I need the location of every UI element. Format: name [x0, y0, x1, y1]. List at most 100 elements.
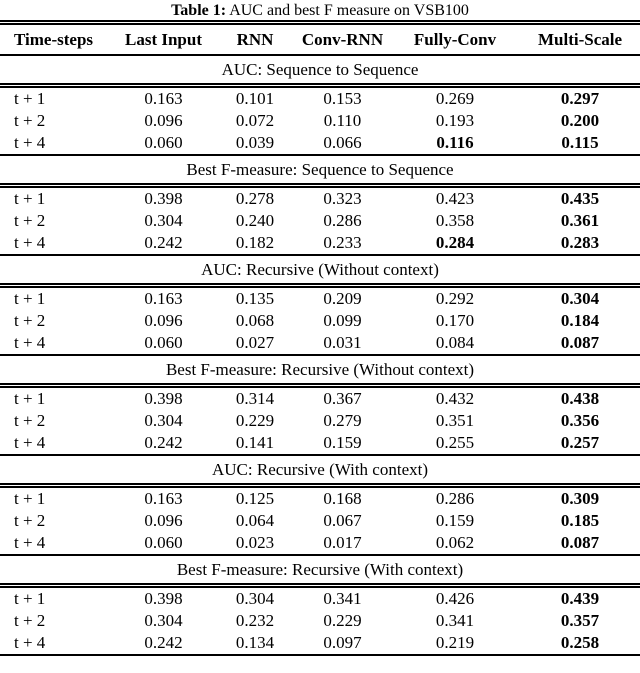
table-section: AUC: Sequence to Sequence t + 1 0.163 0.1…: [0, 56, 640, 156]
value-cell: 0.356: [560, 411, 600, 430]
section-title: AUC: Recursive (Without context): [201, 259, 439, 279]
value-cell: 0.153: [323, 89, 362, 108]
value-cell: 0.278: [235, 189, 275, 208]
table-section: Best F-measure: Sequence to Sequence t +…: [0, 156, 640, 256]
row-label: t + 4: [14, 533, 46, 552]
table-row: t + 2 0.096 0.072 0.110 0.193 0.200: [0, 110, 640, 132]
row-label: t + 1: [14, 389, 46, 408]
section-bottom-rule: [0, 154, 640, 156]
value-cell: 0.125: [235, 489, 275, 508]
value-cell: 0.240: [235, 211, 275, 230]
row-label: t + 4: [14, 333, 46, 352]
value-cell: 0.064: [235, 511, 275, 530]
value-cell: 0.309: [560, 489, 600, 508]
column-header-fully-conv: Fully-Conv: [413, 29, 497, 49]
value-cell: 0.255: [435, 433, 475, 452]
table-row: t + 4 0.242 0.134 0.097 0.219 0.258: [0, 632, 640, 654]
value-cell: 0.358: [435, 211, 475, 230]
value-cell: 0.163: [144, 289, 183, 308]
row-label: t + 1: [14, 289, 46, 308]
value-cell: 0.099: [323, 311, 362, 330]
table-row: t + 4 0.060 0.039 0.066 0.116 0.115: [0, 132, 640, 154]
value-cell: 0.283: [560, 233, 600, 252]
table-row: t + 1 0.398 0.304 0.341 0.426 0.439: [0, 588, 640, 610]
row-label: t + 1: [14, 589, 46, 608]
row-label: t + 2: [14, 311, 46, 330]
table-section: AUC: Recursive (With context) t + 1 0.16…: [0, 456, 640, 556]
section-title-rule: [0, 383, 640, 388]
table-row: t + 4 0.060 0.027 0.031 0.084 0.087: [0, 332, 640, 354]
section-rows: t + 1 0.163 0.101 0.153 0.269 0.297 t + 2 0.…: [0, 88, 640, 154]
section-rows: t + 1 0.398 0.278 0.323 0.423 0.435 t + 2 0.…: [0, 188, 640, 254]
value-cell: 0.435: [560, 189, 600, 208]
value-cell: 0.314: [235, 389, 275, 408]
value-cell: 0.168: [323, 489, 362, 508]
column-header-time-steps: Time-steps: [14, 29, 94, 49]
value-cell: 0.292: [435, 289, 475, 308]
column-header-multi-scale: Multi-Scale: [537, 29, 623, 49]
column-header-rnn: RNN: [236, 29, 274, 49]
row-label: t + 2: [14, 511, 46, 530]
table-row: t + 2 0.096 0.068 0.099 0.170 0.184: [0, 310, 640, 332]
row-label: t + 1: [14, 89, 46, 108]
section-bottom-rule: [0, 454, 640, 456]
value-cell: 0.258: [560, 633, 600, 652]
table-row: t + 1 0.398 0.278 0.323 0.423 0.435: [0, 188, 640, 210]
value-cell: 0.232: [235, 611, 275, 630]
value-cell: 0.060: [144, 333, 183, 352]
value-cell: 0.304: [144, 411, 183, 430]
table-caption-text: AUC and best F measure on VSB100: [226, 2, 469, 19]
column-header-row: Time-steps Last Input RNN Conv-RNN Fully…: [0, 25, 640, 54]
value-cell: 0.423: [435, 189, 475, 208]
row-label: t + 4: [14, 233, 46, 252]
value-cell: 0.361: [560, 211, 600, 230]
value-cell: 0.286: [323, 211, 362, 230]
value-cell: 0.323: [323, 189, 362, 208]
value-cell: 0.219: [435, 633, 475, 652]
value-cell: 0.141: [235, 433, 275, 452]
value-cell: 0.060: [144, 133, 183, 152]
table-caption-label: Table 1:: [171, 2, 227, 19]
value-cell: 0.101: [235, 89, 275, 108]
row-label: t + 4: [14, 433, 46, 452]
table-row: t + 4 0.242 0.141 0.159 0.255 0.257: [0, 432, 640, 454]
section-title-rule: [0, 583, 640, 588]
value-cell: 0.341: [323, 589, 362, 608]
row-label: t + 1: [14, 189, 46, 208]
header-bottom-rule: [0, 54, 640, 56]
value-cell: 0.062: [435, 533, 475, 552]
value-cell: 0.159: [323, 433, 362, 452]
section-bottom-rule: [0, 654, 640, 656]
table-row: t + 1 0.163 0.135 0.209 0.292 0.304: [0, 288, 640, 310]
row-label: t + 4: [14, 633, 46, 652]
table-row: t + 2 0.304 0.232 0.229 0.341 0.357: [0, 610, 640, 632]
value-cell: 0.398: [144, 189, 183, 208]
value-cell: 0.367: [323, 389, 362, 408]
value-cell: 0.284: [435, 233, 475, 252]
value-cell: 0.398: [144, 589, 183, 608]
value-cell: 0.068: [235, 311, 275, 330]
value-cell: 0.163: [144, 89, 183, 108]
row-label: t + 1: [14, 489, 46, 508]
value-cell: 0.096: [144, 311, 183, 330]
table-sections: AUC: Sequence to Sequence t + 1 0.163 0.1…: [0, 56, 640, 656]
value-cell: 0.269: [435, 89, 475, 108]
value-cell: 0.304: [560, 289, 600, 308]
value-cell: 0.084: [435, 333, 475, 352]
value-cell: 0.087: [560, 333, 600, 352]
row-label: t + 4: [14, 133, 46, 152]
section-title: Best F-measure: Sequence to Sequence: [186, 159, 454, 179]
value-cell: 0.184: [560, 311, 600, 330]
value-cell: 0.286: [435, 489, 475, 508]
section-title: Best F-measure: Recursive (With context): [176, 559, 464, 579]
value-cell: 0.341: [435, 611, 475, 630]
section-title: AUC: Recursive (With context): [211, 459, 428, 479]
table-row: t + 2 0.304 0.229 0.279 0.351 0.356: [0, 410, 640, 432]
value-cell: 0.031: [323, 333, 362, 352]
value-cell: 0.242: [144, 433, 183, 452]
section-bottom-rule: [0, 354, 640, 356]
value-cell: 0.097: [323, 633, 362, 652]
row-label: t + 2: [14, 111, 46, 130]
value-cell: 0.017: [323, 533, 362, 552]
value-cell: 0.439: [560, 589, 600, 608]
